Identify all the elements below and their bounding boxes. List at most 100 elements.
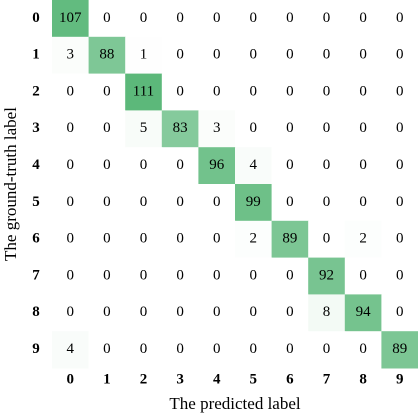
cell xyxy=(308,36,346,75)
cell xyxy=(381,331,418,369)
cell xyxy=(198,294,236,332)
cell-label: 0 xyxy=(286,304,294,320)
cell-label: 5 xyxy=(140,120,148,136)
cell xyxy=(235,147,273,185)
cell xyxy=(52,331,90,369)
cell-label: 96 xyxy=(209,157,225,173)
x-tick-label: 1 xyxy=(103,371,111,387)
cell xyxy=(271,73,309,111)
y-tick-label: 1 xyxy=(32,47,40,63)
cell xyxy=(125,220,163,259)
cell-label: 0 xyxy=(250,10,258,26)
cell-label: 0 xyxy=(250,47,258,63)
cell-label: 107 xyxy=(59,10,82,26)
cell xyxy=(235,36,273,75)
cell xyxy=(271,147,309,185)
cell xyxy=(52,36,90,75)
cell-label: 0 xyxy=(67,231,75,247)
x-tick-label: 6 xyxy=(286,371,294,387)
cell-label: 0 xyxy=(396,83,404,99)
cell xyxy=(344,331,382,369)
cell xyxy=(381,110,418,148)
cell xyxy=(381,147,418,185)
cell-label: 94 xyxy=(356,304,372,320)
cell xyxy=(88,73,126,111)
x-tick-label: 8 xyxy=(359,371,367,387)
cell xyxy=(125,294,163,332)
cell-label: 0 xyxy=(323,231,331,247)
cell-label: 0 xyxy=(250,83,258,99)
cell xyxy=(52,110,90,148)
cell xyxy=(198,220,236,259)
cell xyxy=(88,294,126,332)
cell-label: 0 xyxy=(67,194,75,210)
cell-label: 0 xyxy=(140,341,148,357)
cell-label: 8 xyxy=(323,304,331,320)
cell xyxy=(308,220,346,259)
cell xyxy=(125,331,163,369)
x-tick-label: 2 xyxy=(140,371,148,387)
x-tick-label: 4 xyxy=(213,371,221,387)
cell-label: 0 xyxy=(286,194,294,210)
cell-label: 92 xyxy=(319,267,334,283)
cell-label: 1 xyxy=(140,47,148,63)
cell-label: 2 xyxy=(250,231,258,247)
cell xyxy=(198,110,236,148)
cell xyxy=(161,294,199,332)
cell-label: 0 xyxy=(250,267,258,283)
cell-label: 0 xyxy=(213,194,221,210)
cell xyxy=(52,257,90,295)
cell-label: 0 xyxy=(323,194,331,210)
cell xyxy=(344,147,382,185)
cell-label: 0 xyxy=(140,231,148,247)
cell-label: 0 xyxy=(103,341,111,357)
cell-label: 0 xyxy=(396,267,404,283)
cell-label: 0 xyxy=(359,10,367,26)
y-tick-label: 8 xyxy=(32,304,40,320)
cell xyxy=(344,257,382,295)
cell xyxy=(161,0,199,38)
cell xyxy=(308,110,346,148)
cell xyxy=(161,36,199,75)
cell-label: 0 xyxy=(250,120,258,136)
cell-label: 0 xyxy=(286,267,294,283)
cell-label: 0 xyxy=(396,304,404,320)
cell xyxy=(381,73,418,111)
cell-label: 0 xyxy=(323,47,331,63)
cell xyxy=(235,0,273,38)
cell-label: 83 xyxy=(173,120,188,136)
x-tick-label: 3 xyxy=(176,371,184,387)
cell xyxy=(235,110,273,148)
y-tick-label: 6 xyxy=(32,231,40,247)
y-tick-label: 5 xyxy=(32,194,40,210)
cell xyxy=(271,220,309,259)
cell-label: 0 xyxy=(323,157,331,173)
cell-label: 0 xyxy=(103,120,111,136)
cell xyxy=(198,184,236,222)
cell-label: 0 xyxy=(176,10,184,26)
cell-label: 2 xyxy=(359,231,367,247)
cell xyxy=(161,147,199,185)
cell-label: 0 xyxy=(213,83,221,99)
cell xyxy=(308,294,346,332)
cell xyxy=(344,110,382,148)
cell xyxy=(125,36,163,75)
cell-label: 0 xyxy=(323,341,331,357)
y-tick-label: 7 xyxy=(32,267,40,283)
cell-label: 0 xyxy=(213,47,221,63)
cell xyxy=(88,110,126,148)
cell-label: 0 xyxy=(140,10,148,26)
cell xyxy=(52,147,90,185)
cell-label: 111 xyxy=(133,83,154,99)
cell xyxy=(344,294,382,332)
cell xyxy=(344,36,382,75)
cell xyxy=(235,331,273,369)
y-tick-label: 0 xyxy=(32,10,40,26)
cell xyxy=(381,36,418,75)
cell-label: 0 xyxy=(396,47,404,63)
cell-label: 0 xyxy=(140,267,148,283)
cell xyxy=(235,73,273,111)
cell xyxy=(381,184,418,222)
cell-label: 0 xyxy=(286,83,294,99)
